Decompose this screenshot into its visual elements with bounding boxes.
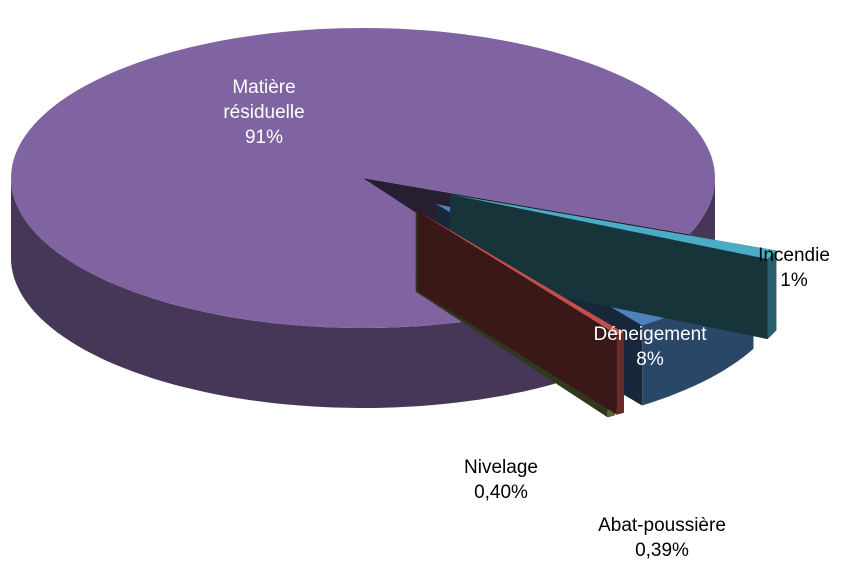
slice-inner-wall	[450, 194, 768, 340]
slice-side	[767, 250, 777, 340]
slice-top	[11, 28, 715, 328]
value-label: 1%	[780, 270, 808, 291]
slice-side	[616, 332, 624, 415]
category-label: Nivelage	[464, 457, 538, 478]
data-label: Nivelage 0,40%	[416, 455, 586, 505]
data-label: Déneigement 8%	[565, 322, 735, 372]
data-label: Incendie 1%	[709, 243, 844, 293]
slice-inner-wall	[417, 211, 617, 415]
data-label: Matière résiduelle 91%	[209, 75, 319, 150]
data-label: Abat-poussière 0,39%	[577, 513, 747, 563]
pie-slice	[450, 194, 777, 340]
slice-top	[417, 211, 624, 335]
category-label: Incendie	[758, 245, 830, 266]
category-label: Abat-poussière	[598, 515, 726, 536]
category-label: Matière résiduelle	[223, 77, 305, 123]
value-label: 91%	[244, 127, 284, 148]
slice-top	[450, 194, 777, 260]
value-label: 0,40%	[474, 482, 528, 503]
value-label: 8%	[636, 349, 664, 370]
category-label: Déneigement	[593, 324, 707, 345]
pie-slice	[417, 211, 624, 415]
value-label: 0,39%	[635, 540, 689, 561]
slice-side	[11, 178, 555, 408]
